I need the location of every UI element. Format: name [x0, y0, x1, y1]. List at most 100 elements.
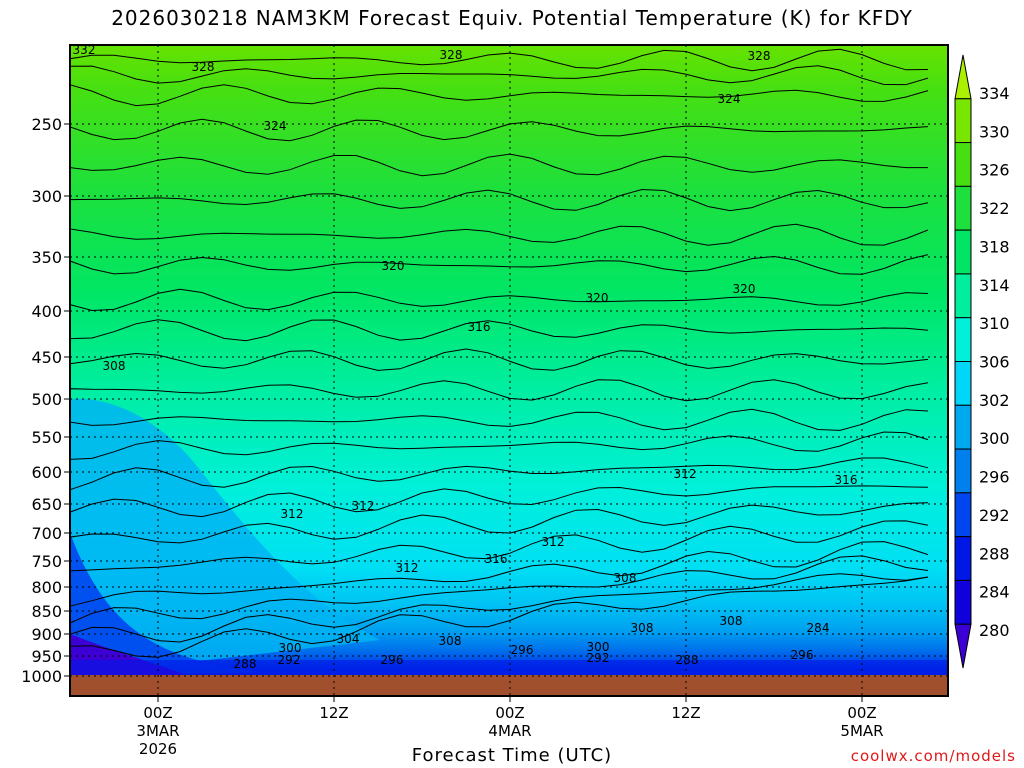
contour-label: 316 — [468, 320, 491, 334]
contour-label: 324 — [718, 92, 741, 106]
colorbar-label: 306 — [979, 353, 1010, 372]
y-tick-label: 400 — [31, 302, 62, 321]
colorbar-segment — [954, 536, 972, 581]
contour-label: 308 — [439, 634, 462, 648]
colorbar-label: 334 — [979, 84, 1010, 103]
colorbar-label: 300 — [979, 429, 1010, 448]
colorbar-segment — [954, 98, 972, 144]
contour-label: 312 — [281, 507, 304, 521]
colorbar-label: 326 — [979, 161, 1010, 180]
x-tick-label: 00Z — [495, 704, 524, 722]
contour-line — [69, 555, 929, 624]
contour-label: 316 — [835, 473, 858, 487]
contour-line — [69, 576, 929, 658]
colorbar-label: 314 — [979, 276, 1010, 295]
colorbar-label: 330 — [979, 122, 1010, 141]
contour-line — [69, 223, 929, 246]
contour-line — [69, 431, 929, 460]
contour-label: 328 — [440, 48, 463, 62]
contour-line — [69, 485, 929, 518]
contour-label: 284 — [807, 621, 830, 635]
ground — [70, 675, 948, 696]
y-tick-label: 500 — [31, 390, 62, 409]
contour-line — [69, 573, 929, 643]
contour-label: 308 — [631, 621, 654, 635]
contour-line — [69, 84, 929, 107]
colorbar-segment — [954, 404, 972, 450]
colorbar-label: 292 — [979, 506, 1010, 525]
y-tick-label: 1000 — [21, 667, 62, 686]
contour-line — [69, 457, 929, 491]
colorbar-label: 302 — [979, 391, 1010, 410]
contour-label: 328 — [192, 60, 215, 74]
contour-line — [69, 502, 929, 544]
x-tick-label: 12Z — [671, 704, 700, 722]
colorbar-label: 280 — [979, 621, 1010, 640]
y-tick-label: 550 — [31, 428, 62, 447]
contour-label: 328 — [748, 49, 771, 63]
contour-label: 292 — [587, 651, 610, 665]
contour-label: 324 — [264, 119, 287, 133]
contour-line — [69, 408, 929, 431]
colorbar-segment — [954, 579, 972, 625]
x-tick-label: 00Z — [143, 704, 172, 722]
colorbar-label: 322 — [979, 199, 1010, 218]
x-tick-label: 00Z — [847, 704, 876, 722]
colorbar-label: 310 — [979, 314, 1010, 333]
contour-label: 288 — [234, 657, 257, 671]
y-tick-label: 300 — [31, 187, 62, 206]
contour-label: 312 — [352, 499, 375, 513]
contour-label: 288 — [676, 653, 699, 667]
cold-region — [70, 398, 380, 676]
x-tick-label: 4MAR — [488, 722, 531, 740]
contour-label: 292 — [278, 653, 301, 667]
low-level-band — [70, 660, 948, 676]
y-tick-label: 700 — [31, 524, 62, 543]
y-tick-label: 950 — [31, 647, 62, 666]
colorbar-segment — [954, 229, 972, 275]
contour-label: 300 — [587, 640, 610, 654]
colorbar-label: 296 — [979, 468, 1010, 487]
colorbar-label: 288 — [979, 544, 1010, 563]
colorbar-segment — [954, 317, 972, 363]
y-tick-label: 250 — [31, 115, 62, 134]
contour-line — [69, 348, 929, 371]
contour-label: 296 — [381, 653, 404, 667]
y-tick-label: 750 — [31, 552, 62, 571]
contour-label: 312 — [542, 535, 565, 549]
contour-label: 296 — [791, 648, 814, 662]
y-tick-label: 800 — [31, 578, 62, 597]
y-tick-label: 850 — [31, 602, 62, 621]
contour-line — [69, 254, 929, 275]
chart-title: 2026030218 NAM3KM Forecast Equiv. Potent… — [111, 6, 913, 30]
y-tick-label: 900 — [31, 625, 62, 644]
contour-label: 304 — [337, 632, 360, 646]
colorbar-segment — [954, 142, 972, 187]
contour-line — [69, 65, 929, 86]
contour-label: 320 — [586, 291, 609, 305]
colorbar-segment — [954, 448, 972, 494]
contour-label: 296 — [511, 643, 534, 657]
contour-line — [69, 520, 929, 572]
contour-label: 308 — [614, 571, 637, 585]
credit-link[interactable]: coolwx.com/models — [850, 747, 1016, 765]
contour-label: 332 — [73, 43, 96, 57]
contour-line — [69, 188, 929, 212]
colorbar-segment — [954, 361, 972, 406]
x-tick-label: 12Z — [319, 704, 348, 722]
contour-line — [69, 319, 929, 342]
y-tick-label: 450 — [31, 348, 62, 367]
contour-label: 308 — [720, 614, 743, 628]
contour-label: 316 — [485, 552, 508, 566]
x-tick-label: 5MAR — [840, 722, 883, 740]
colorbar-label: 284 — [979, 583, 1010, 602]
x-axis-label: Forecast Time (UTC) — [411, 745, 613, 766]
contour-label: 300 — [279, 641, 302, 655]
plot-frame — [69, 44, 949, 697]
contour-line — [69, 118, 929, 142]
colorbar-segment — [954, 54, 972, 100]
colorbar-segment — [954, 623, 972, 669]
contour-label: 320 — [382, 259, 405, 273]
contour-line — [69, 153, 928, 177]
